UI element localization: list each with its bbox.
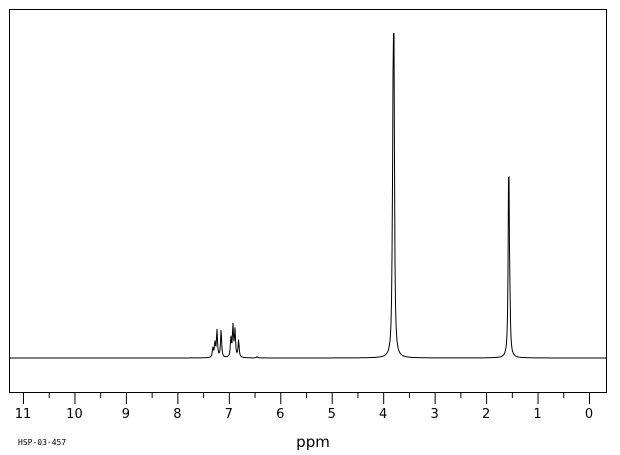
plot-frame [9, 9, 607, 393]
x-tick-label: 7 [225, 407, 233, 422]
x-tick-label: 4 [379, 407, 387, 422]
x-tick-label: 3 [430, 407, 438, 422]
x-tick-label: 6 [276, 407, 284, 422]
x-axis-ticks: 11 10 9 8 7 6 5 4 3 2 1 0 [15, 392, 593, 422]
x-tick-label: 0 [585, 407, 593, 422]
x-tick-label: 1 [533, 407, 541, 422]
spectrum-code: HSP-03-457 [18, 438, 66, 447]
x-tick-label: 10 [66, 407, 83, 422]
x-tick-label: 8 [173, 407, 181, 422]
x-tick-label: 11 [15, 407, 32, 422]
x-axis-label: ppm [296, 433, 330, 451]
spectrum-line [10, 33, 606, 359]
x-tick-label: 2 [482, 407, 490, 422]
x-tick-label: 5 [328, 407, 336, 422]
x-tick-label: 9 [122, 407, 130, 422]
